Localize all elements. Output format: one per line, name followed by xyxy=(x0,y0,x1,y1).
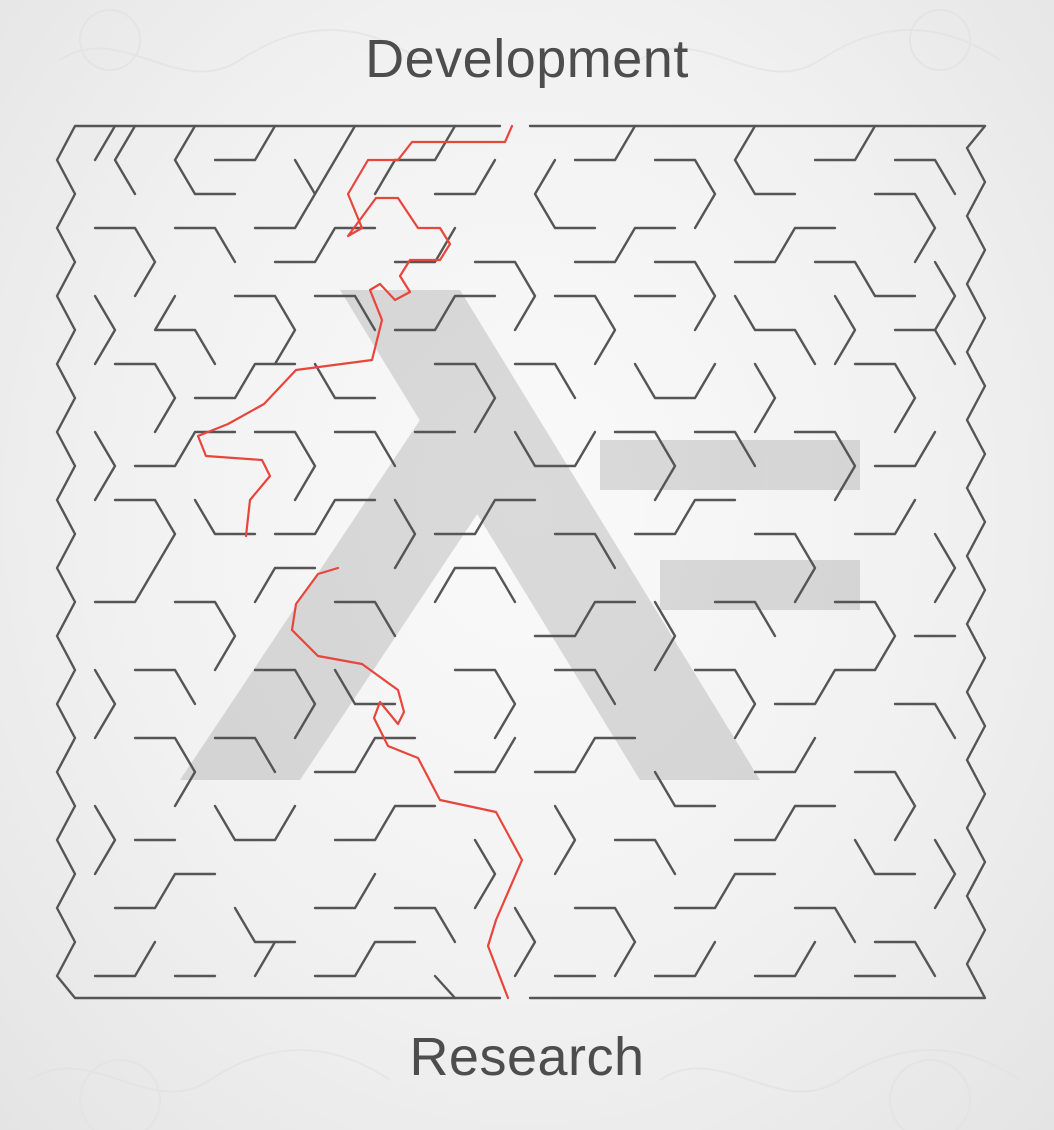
x-logo-icon xyxy=(180,290,860,780)
maze-title-top: Development xyxy=(365,29,689,89)
solution-path xyxy=(196,124,514,538)
maze-walls xyxy=(55,124,987,1000)
maze-title-bottom: Research xyxy=(409,1027,645,1087)
solution-path-lower xyxy=(290,566,524,1000)
